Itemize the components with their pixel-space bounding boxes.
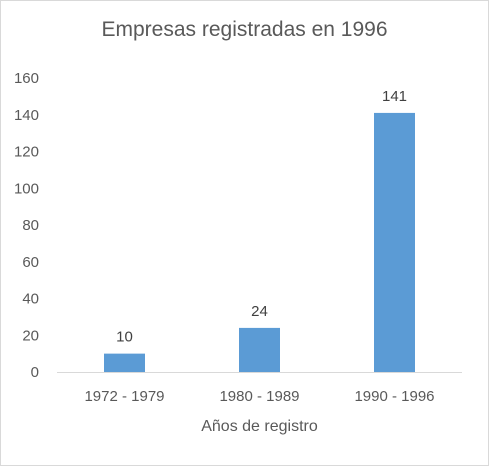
y-tick-label: 140	[14, 107, 39, 124]
y-tick-label: 20	[22, 327, 39, 344]
y-tick-label: 160	[14, 70, 39, 87]
data-label: 10	[116, 329, 133, 346]
x-axis-label: Años de registro	[201, 418, 318, 435]
y-tick-label: 100	[14, 180, 39, 197]
y-tick-label: 40	[22, 291, 39, 308]
y-tick-label: 60	[22, 254, 39, 271]
y-tick-label: 80	[22, 217, 39, 234]
bar	[104, 353, 145, 372]
data-label: 141	[382, 88, 407, 105]
bar	[239, 327, 280, 372]
chart-title: Empresas registradas en 1996	[101, 18, 388, 41]
x-tick-label: 1980 - 1989	[219, 388, 299, 405]
y-tick-label: 120	[14, 144, 39, 161]
y-tick-label: 0	[31, 364, 39, 381]
x-tick-label: 1972 - 1979	[84, 388, 164, 405]
bar	[374, 112, 415, 372]
x-tick-label: 1990 - 1996	[354, 388, 434, 405]
data-label: 24	[251, 303, 268, 320]
